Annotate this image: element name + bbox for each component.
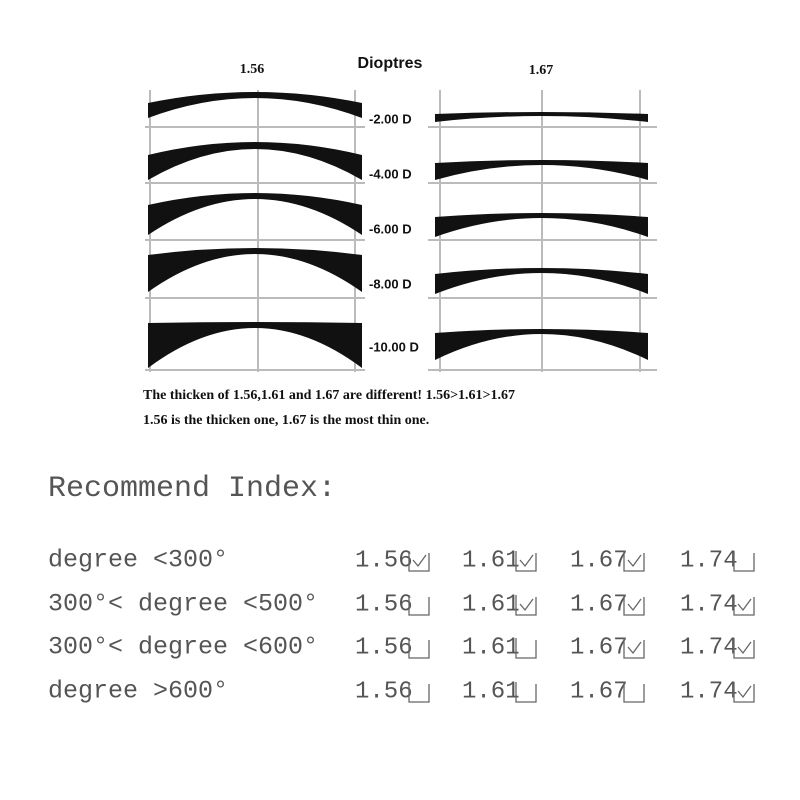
index-value: 1.61 (462, 634, 520, 661)
checkmark (627, 554, 642, 568)
right-label: 1.67 (529, 63, 554, 78)
index-value: 1.61 (462, 678, 520, 705)
checkbox (515, 638, 537, 659)
row-label: 300°< degree <500° (48, 590, 318, 619)
index-value: 1.67 (570, 634, 628, 661)
checkbox (408, 638, 430, 659)
dioptre-label: -6.00 D (369, 221, 412, 236)
dioptre-label: -8.00 D (369, 276, 412, 291)
diagram-title: Dioptres (358, 55, 423, 72)
left-label: 1.56 (240, 62, 265, 77)
index-value: 1.61 (462, 591, 520, 618)
checkbox (408, 682, 430, 703)
checkbox (515, 595, 537, 616)
checkmark (737, 685, 752, 699)
dioptre-label: -2.00 D (369, 111, 412, 126)
lens (148, 248, 362, 292)
dioptre-label: -4.00 D (369, 166, 412, 181)
row-label: 300°< degree <600° (48, 633, 318, 662)
checkbox (733, 595, 755, 616)
checkbox (623, 551, 645, 572)
checkbox (515, 682, 537, 703)
caption: 1.56 is the thicken one, 1.67 is the mos… (143, 413, 429, 428)
index-value: 1.74 (680, 678, 738, 705)
checkmark (737, 641, 752, 655)
index-value: 1.74 (680, 591, 738, 618)
checkbox (623, 595, 645, 616)
lens (435, 160, 648, 180)
checkmark (412, 554, 427, 568)
index-value: 1.61 (462, 547, 520, 574)
checkmark (737, 598, 752, 612)
lens (148, 193, 362, 235)
index-value: 1.56 (355, 678, 413, 705)
dioptre-label: -10.00 D (369, 339, 419, 354)
index-value: 1.67 (570, 678, 628, 705)
checkmark (627, 598, 642, 612)
lens (435, 268, 648, 294)
checkmark (627, 641, 642, 655)
checkbox (733, 682, 755, 703)
row-label: degree >600° (48, 677, 228, 706)
index-value: 1.74 (680, 634, 738, 661)
index-value: 1.67 (570, 547, 628, 574)
checkbox (515, 551, 537, 572)
checkbox (733, 638, 755, 659)
lens (435, 112, 648, 122)
caption: The thicken of 1.56,1.61 and 1.67 are di… (143, 388, 515, 403)
lens (148, 322, 362, 368)
checkbox (623, 638, 645, 659)
index-value: 1.74 (680, 547, 738, 574)
index-value: 1.56 (355, 591, 413, 618)
checkbox (408, 551, 430, 572)
lens (148, 142, 362, 180)
checkmark (519, 554, 534, 568)
checkbox (408, 595, 430, 616)
checkbox (623, 682, 645, 703)
recommend-title: Recommend Index: (48, 472, 336, 506)
lens (435, 329, 648, 360)
lens (435, 213, 648, 237)
checkbox (733, 551, 755, 572)
checkmark (519, 598, 534, 612)
index-value: 1.67 (570, 591, 628, 618)
index-value: 1.56 (355, 547, 413, 574)
index-value: 1.56 (355, 634, 413, 661)
lens (148, 92, 362, 118)
row-label: degree <300° (48, 546, 228, 575)
